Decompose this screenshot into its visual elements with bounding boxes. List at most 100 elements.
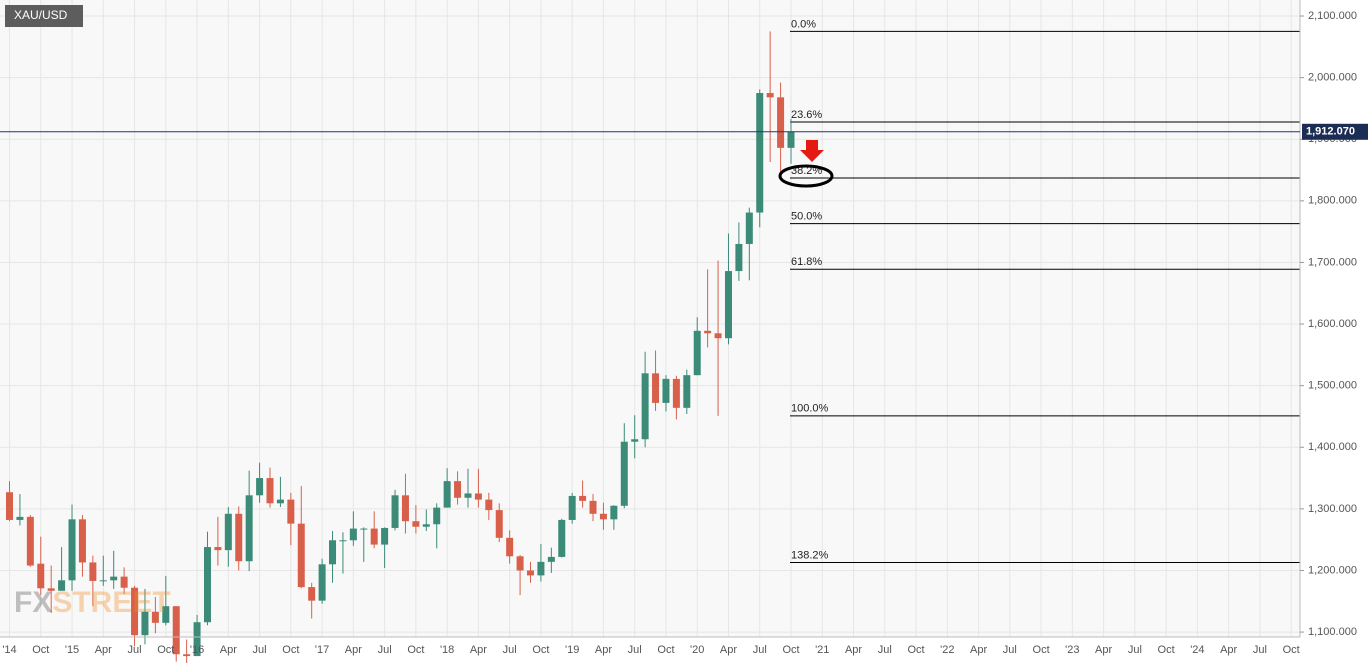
fib-label: 50.0% bbox=[791, 211, 822, 223]
candle-body bbox=[193, 622, 201, 657]
candle-body bbox=[26, 516, 34, 566]
x-tick-label: '17 bbox=[315, 644, 329, 656]
candle-body bbox=[735, 243, 743, 272]
x-tick-label: '23 bbox=[1065, 644, 1079, 656]
candle-body bbox=[349, 528, 357, 541]
x-tick-label: Jul bbox=[1003, 644, 1017, 656]
x-tick-label: Oct bbox=[32, 644, 49, 656]
candle-body bbox=[78, 519, 86, 563]
x-tick-label: Jul bbox=[128, 644, 142, 656]
x-tick-label: Jul bbox=[878, 644, 892, 656]
candle-body bbox=[37, 563, 45, 589]
candle-body bbox=[318, 564, 326, 601]
x-tick-label: '20 bbox=[690, 644, 704, 656]
x-tick-label: Jul bbox=[378, 644, 392, 656]
candle-body bbox=[162, 606, 170, 623]
candle-body bbox=[516, 556, 524, 571]
watermark-fx: FX bbox=[14, 586, 52, 619]
candle-body bbox=[151, 611, 159, 623]
candle-body bbox=[777, 97, 785, 148]
candle-body bbox=[422, 524, 430, 527]
candle-body bbox=[745, 212, 753, 244]
candle-body bbox=[68, 519, 76, 581]
x-tick-label: Oct bbox=[532, 644, 549, 656]
candle-body bbox=[766, 93, 774, 98]
symbol: XAU/USD bbox=[14, 8, 68, 22]
candle-body bbox=[631, 439, 639, 442]
candle-body bbox=[131, 587, 139, 636]
x-tick-label: Oct bbox=[1033, 644, 1050, 656]
last-price-label: 1,912.070 bbox=[1306, 126, 1355, 138]
candle-body bbox=[620, 441, 628, 506]
highlight-ellipse bbox=[778, 164, 834, 188]
candle-body bbox=[308, 587, 316, 601]
fib-label: 100.0% bbox=[791, 403, 829, 415]
x-tick-label: '19 bbox=[565, 644, 579, 656]
x-tick-label: Oct bbox=[657, 644, 674, 656]
candle-body bbox=[381, 527, 389, 545]
x-tick-label: Apr bbox=[220, 644, 237, 656]
y-tick-label: 2,000.000 bbox=[1308, 72, 1357, 84]
x-tick-label: Jul bbox=[753, 644, 767, 656]
candle-body bbox=[714, 333, 722, 339]
y-tick-label: 1,600.000 bbox=[1308, 318, 1357, 330]
candle-body bbox=[589, 500, 597, 514]
candle-body bbox=[724, 271, 732, 339]
x-tick-label: Apr bbox=[595, 644, 612, 656]
y-tick-label: 1,100.000 bbox=[1308, 626, 1357, 638]
x-tick-label: '18 bbox=[440, 644, 454, 656]
candle-body bbox=[141, 611, 149, 636]
candle-body bbox=[214, 547, 222, 551]
candle-body bbox=[99, 580, 107, 582]
x-tick-label: Jul bbox=[1253, 644, 1267, 656]
watermark-street: STREET bbox=[52, 586, 170, 619]
x-tick-label: '24 bbox=[1190, 644, 1204, 656]
y-tick-label: 2,100.000 bbox=[1308, 10, 1357, 22]
candle-body bbox=[474, 493, 482, 500]
x-tick-label: Jul bbox=[503, 644, 517, 656]
axes: 1,100.000 1,200.000 1,300.000 1,400.000 1,50… bbox=[0, 10, 1368, 656]
candle-body bbox=[756, 93, 764, 213]
x-tick-label: Apr bbox=[470, 644, 487, 656]
x-tick-label: Oct bbox=[1158, 644, 1175, 656]
candle-body bbox=[360, 528, 368, 530]
fib-label: 138.2% bbox=[791, 549, 829, 561]
fib-label: 23.6% bbox=[791, 109, 822, 121]
candle-body bbox=[256, 478, 264, 496]
candle-body bbox=[224, 513, 232, 551]
candle-body bbox=[558, 519, 566, 557]
candle-body bbox=[245, 495, 253, 562]
x-tick-label: Apr bbox=[1220, 644, 1237, 656]
candle-body bbox=[287, 499, 295, 524]
x-tick-label: Apr bbox=[720, 644, 737, 656]
candle-body bbox=[266, 478, 274, 504]
x-tick-label: '21 bbox=[815, 644, 829, 656]
candle-body bbox=[412, 521, 420, 527]
candle-body bbox=[172, 606, 180, 655]
x-tick-label: '14 bbox=[2, 644, 16, 656]
watermark: FXSTREET bbox=[14, 586, 171, 619]
x-tick-label: Apr bbox=[95, 644, 112, 656]
candles bbox=[6, 31, 795, 663]
candle-body bbox=[58, 580, 66, 591]
candle-body bbox=[276, 499, 284, 504]
candle-body bbox=[506, 537, 514, 557]
candle-body bbox=[662, 378, 670, 403]
candle-body bbox=[610, 505, 618, 520]
candle-body bbox=[683, 375, 691, 408]
y-tick-label: 1,400.000 bbox=[1308, 441, 1357, 453]
candle-body bbox=[464, 493, 472, 498]
candle-body bbox=[693, 330, 701, 376]
candle-body bbox=[454, 481, 462, 498]
candle-body bbox=[391, 495, 399, 528]
x-tick-label: Apr bbox=[1095, 644, 1112, 656]
y-tick-label: 1,800.000 bbox=[1308, 195, 1357, 207]
candle-body bbox=[579, 495, 587, 501]
candle-body bbox=[401, 495, 409, 522]
x-tick-label: Jul bbox=[628, 644, 642, 656]
y-tick-label: 1,700.000 bbox=[1308, 256, 1357, 268]
candle-body bbox=[641, 373, 649, 440]
candle-body bbox=[297, 523, 305, 588]
x-tick-label: Oct bbox=[157, 644, 174, 656]
